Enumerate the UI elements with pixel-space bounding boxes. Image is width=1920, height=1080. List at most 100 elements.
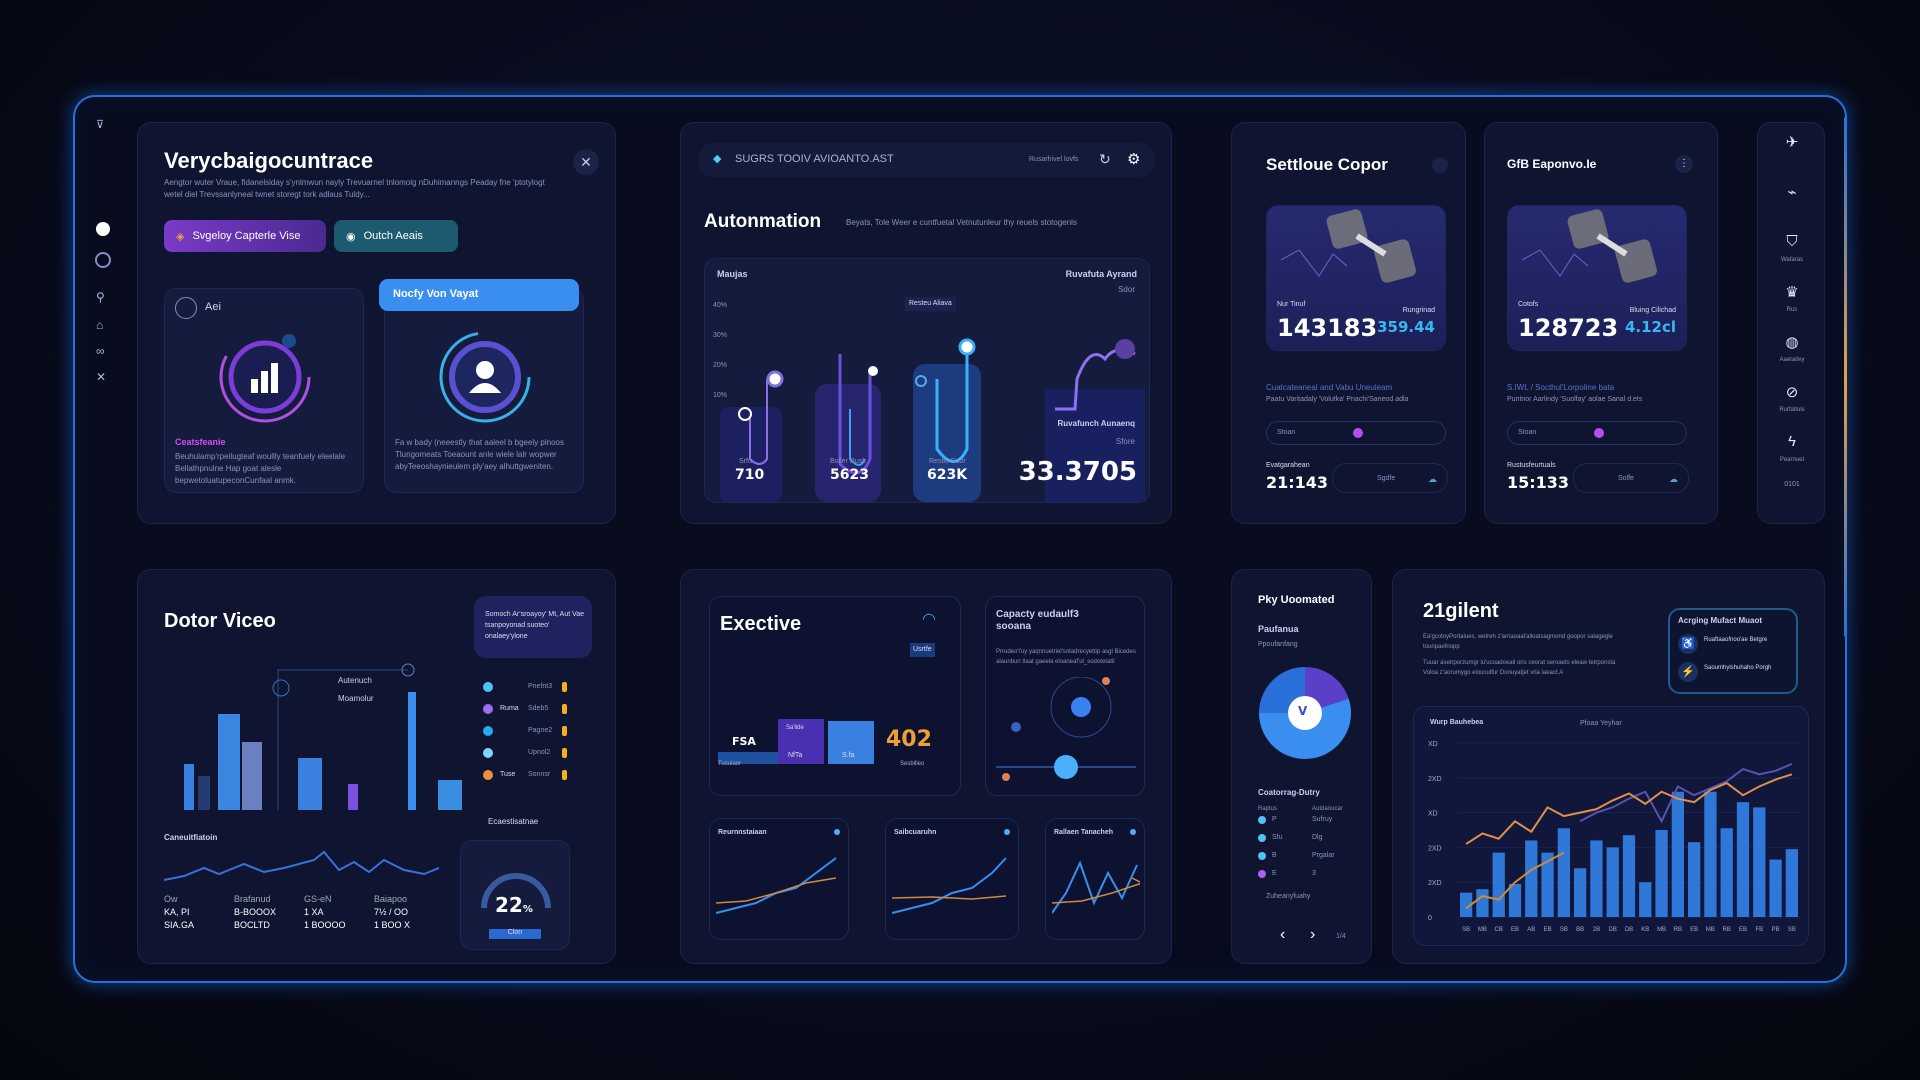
bar	[1688, 842, 1701, 917]
y-tick-label: 2XD	[1428, 880, 1442, 887]
link-icon[interactable]: ∞	[96, 344, 105, 358]
side-sublabel: Sfore	[1115, 437, 1135, 446]
card-item[interactable]: Ruaftaaofnoo'ae Betgre	[1704, 637, 1768, 643]
profile-tab[interactable]: Nocfy Von Vayat	[379, 279, 579, 311]
x-tick-label: MB	[1706, 927, 1715, 933]
footer-pill[interactable]: Solfe ☁	[1573, 463, 1689, 493]
detail-link[interactable]: S.IWL / Socthul'Lorpoline bata	[1507, 383, 1615, 392]
orbit-graphic	[996, 677, 1136, 781]
stat-cell: 1 XA	[304, 907, 324, 917]
panel-title: Autonmation	[704, 211, 822, 232]
list-footer: Zuheanyfuahy	[1266, 893, 1311, 900]
close-icon[interactable]: ✕	[573, 149, 599, 175]
chevron-right-icon[interactable]: ›	[1310, 926, 1316, 943]
rightbar-label: Rurfaltuls	[1779, 407, 1805, 413]
bar	[1606, 847, 1619, 917]
automation-chart: Maujas Ruvafuta Ayrand Sdor 40% 30% 20% …	[704, 258, 1150, 503]
column-label: Boller Rusk	[830, 458, 866, 465]
bar	[1753, 807, 1766, 917]
gear-icon[interactable]: ⚙	[1127, 151, 1141, 168]
card-item[interactable]: Saoumhylshuhaho Porgh	[1704, 665, 1772, 671]
secondary-action-button[interactable]: ◉ Outch Aeais	[334, 220, 458, 252]
detail-link[interactable]: Cuatcateaneal and Vabu Uneuleam	[1266, 383, 1393, 392]
panel-title: Pky Uoomated	[1258, 594, 1335, 606]
chart-label: Maujas	[717, 269, 748, 279]
mini-chart-card: Rallaen Tanacheh	[1045, 818, 1145, 940]
legend-label: Tuse	[500, 771, 516, 778]
legend-value: Pagne2	[528, 727, 553, 734]
rightbar-label: Wafaras	[1780, 257, 1804, 263]
row-value: Dlg	[1312, 834, 1323, 841]
person-icon[interactable]: ⚲	[96, 290, 105, 304]
runner-icon: ♿	[1678, 634, 1698, 654]
profile-card[interactable]: Nocfy Von Vayat Fa w bady (neeestly that…	[379, 279, 584, 493]
rightbar-label: Pearnuet	[1779, 457, 1805, 463]
card-description: Fa w bady (neeestly that aaleel b bgeely…	[395, 438, 564, 471]
satellite-icon[interactable]: ⌁	[1787, 184, 1797, 201]
tools-icon[interactable]: ✕	[96, 370, 107, 384]
gauge-button[interactable]: Clon	[489, 929, 541, 939]
x-tick-label: EB	[1690, 927, 1698, 933]
footer-value: 21:143	[1266, 473, 1329, 492]
tool-icon[interactable]: ✈	[1785, 134, 1799, 151]
slider-label: Stoan	[1518, 429, 1537, 436]
stat-cell: B-BOOOX	[234, 907, 277, 917]
panel-description: Ea'gcotoyPortalues, wetreh z'arriaoaal'a…	[1423, 634, 1613, 650]
analytics-card[interactable]: Aei Ceatsfeanie Beuhulamp'rpeilugteaf wo…	[164, 288, 364, 493]
logo-icon: ◆	[713, 153, 722, 165]
row-value: 3	[1312, 870, 1316, 877]
x-tick-label: CB	[1495, 927, 1503, 933]
info-icon[interactable]	[1432, 157, 1448, 173]
row-dot	[1258, 816, 1266, 824]
legend-value: Upnol2	[528, 749, 551, 756]
slider[interactable]: Stoan	[1266, 421, 1446, 445]
panel-title: Verycbaigocuntrace	[164, 148, 374, 173]
legend-dot	[483, 726, 493, 736]
chevron-left-icon[interactable]: ‹	[1280, 926, 1286, 943]
slider[interactable]: Stoan	[1507, 421, 1687, 445]
metric-value: 143183	[1277, 314, 1378, 342]
bar: S.fa	[828, 721, 874, 764]
search-input[interactable]: SUGRS TOOIV AVIOANTO.AST	[735, 153, 894, 165]
donut-center-icon: V	[1298, 704, 1308, 718]
section-label: Coatorrag-Dutry	[1258, 788, 1320, 797]
globe-icon[interactable]: ◍	[1785, 334, 1799, 351]
refresh-icon[interactable]: ↻	[1099, 151, 1111, 167]
footer-pill[interactable]: Sgdfe ☁	[1332, 463, 1448, 493]
tag-icon[interactable]: ⌂	[96, 318, 104, 332]
wifi-icon[interactable]: ◠	[922, 611, 936, 628]
search-bar[interactable]: ◆ SUGRS TOOIV AVIOANTO.AST Rusarhivel lo…	[699, 143, 1155, 177]
slider-handle[interactable]	[1594, 428, 1604, 438]
bar	[1460, 892, 1473, 917]
stat-cell: BOCLTD	[234, 920, 270, 930]
target-icon[interactable]	[95, 252, 111, 268]
bolt-icon[interactable]: ϟ	[1788, 433, 1796, 450]
legend-dot	[483, 704, 493, 714]
cloud-icon: ☁	[1428, 474, 1437, 484]
highlight-value: 402	[886, 727, 932, 752]
metric-card-1: Settloue Copor Nur Tinuf 143183 Rungrina…	[1231, 122, 1466, 524]
y-tick-label: 2XD	[1428, 776, 1442, 783]
column-header: Autdaoucar	[1312, 806, 1343, 812]
primary-action-button[interactable]: ◈ Svgeloy Capterle Vise	[164, 220, 326, 252]
list-footer: Ecaestisatnae	[488, 817, 539, 826]
slider-handle[interactable]	[1353, 428, 1363, 438]
user-circle-icon[interactable]	[96, 222, 110, 236]
bar	[1736, 802, 1750, 917]
automation-panel: ◆ SUGRS TOOIV AVIOANTO.AST Rusarhivel lo…	[680, 122, 1172, 524]
menu-icon[interactable]: ⊽	[96, 119, 105, 131]
note-text: Somoch Ar'sroayoy' Mt, Aut Vae tsanpoyon…	[485, 611, 585, 640]
metric-side-value: 359.44	[1377, 318, 1435, 336]
stat-cell: 1 BOO X	[374, 920, 411, 930]
cloud-icon: ☁	[1669, 474, 1678, 484]
mini-chart-card: Reurnnstaiaan	[709, 818, 849, 940]
legend-item: Moamolur	[338, 694, 374, 703]
crown-icon[interactable]: ♛	[1785, 284, 1799, 301]
badge-icon[interactable]: ⊘	[1785, 384, 1799, 401]
metric-side-value: 4.12cl	[1624, 318, 1676, 336]
intelligence-panel: 21gilent Ea'gcotoyPortalues, wetreh z'ar…	[1392, 569, 1825, 964]
shield-icon[interactable]: ⛉	[1786, 233, 1798, 250]
legend-value: Pnefnt3	[528, 683, 553, 690]
metric-image: Cotofs 128723 Bluing Cilichad 4.12cl	[1507, 205, 1687, 351]
more-icon[interactable]: ⋮	[1675, 155, 1693, 173]
